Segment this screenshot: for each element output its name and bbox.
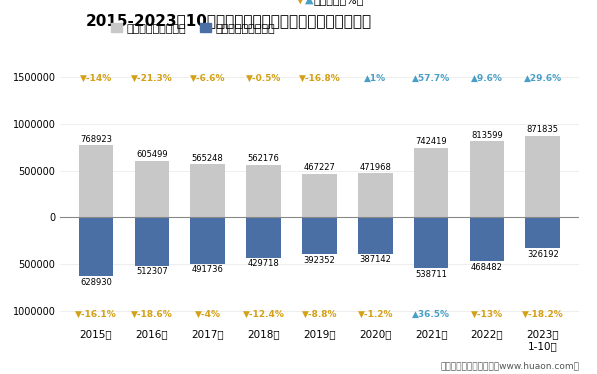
Text: ▼-16.1%: ▼-16.1% — [75, 310, 117, 319]
Bar — [134, 161, 169, 217]
Bar — [134, 217, 169, 266]
Text: 871835: 871835 — [527, 125, 559, 134]
Text: 742419: 742419 — [416, 137, 447, 146]
Bar — [246, 165, 281, 217]
Bar — [525, 136, 560, 217]
Text: ▼-0.5%: ▼-0.5% — [246, 74, 281, 83]
Text: ▼-1.2%: ▼-1.2% — [358, 310, 393, 319]
Text: 468482: 468482 — [471, 263, 503, 272]
Legend: 出口总额（万美元）, 进口总额（万美元）: 出口总额（万美元）, 进口总额（万美元） — [107, 19, 279, 38]
Text: ▼-8.8%: ▼-8.8% — [301, 310, 337, 319]
Text: 628930: 628930 — [80, 278, 112, 287]
Text: 562176: 562176 — [248, 154, 279, 163]
Text: 768923: 768923 — [80, 135, 112, 144]
Bar — [414, 217, 448, 268]
Text: ▲9.6%: ▲9.6% — [471, 74, 503, 83]
Text: ▲: ▲ — [304, 0, 313, 4]
Text: ▼-18.2%: ▼-18.2% — [522, 310, 564, 319]
Text: ▼-6.6%: ▼-6.6% — [190, 74, 226, 83]
Bar — [414, 148, 448, 217]
Text: ▲57.7%: ▲57.7% — [412, 74, 450, 83]
Text: ▼-18.6%: ▼-18.6% — [131, 310, 173, 319]
Bar — [190, 165, 225, 217]
Text: 制图：华经产业研究院（www.huaon.com）: 制图：华经产业研究院（www.huaon.com） — [440, 361, 579, 370]
Text: 538711: 538711 — [415, 270, 447, 279]
Text: 2015-2023年10月河北省外商投资企业进、出口额统计图: 2015-2023年10月河北省外商投资企业进、出口额统计图 — [86, 14, 372, 29]
Text: 471968: 471968 — [359, 163, 391, 172]
Bar — [246, 217, 281, 258]
Bar — [470, 141, 504, 217]
Bar — [190, 217, 225, 264]
Text: 565248: 565248 — [192, 154, 223, 163]
Bar — [358, 173, 393, 217]
Bar — [79, 145, 113, 217]
Text: 467227: 467227 — [303, 163, 336, 172]
Text: 512307: 512307 — [136, 267, 168, 276]
Text: ▼-14%: ▼-14% — [80, 74, 112, 83]
Bar — [470, 217, 504, 261]
Text: ▲1%: ▲1% — [364, 74, 386, 83]
Text: 392352: 392352 — [303, 256, 336, 265]
Text: ▼-16.8%: ▼-16.8% — [298, 74, 340, 83]
Text: 813599: 813599 — [471, 131, 503, 140]
Text: ▲36.5%: ▲36.5% — [412, 310, 450, 319]
Text: ▼-12.4%: ▼-12.4% — [242, 310, 285, 319]
Bar — [525, 217, 560, 248]
Text: ▼: ▼ — [296, 0, 304, 4]
Text: 429718: 429718 — [248, 260, 279, 269]
Bar — [358, 217, 393, 254]
Bar — [302, 174, 337, 217]
Text: ▼-21.3%: ▼-21.3% — [131, 74, 173, 83]
Text: ▼-13%: ▼-13% — [471, 310, 503, 319]
Bar — [79, 217, 113, 276]
Bar — [302, 217, 337, 254]
Text: 491736: 491736 — [192, 265, 224, 274]
Text: 326192: 326192 — [527, 250, 559, 259]
Text: 同比增速（%）: 同比增速（%） — [313, 0, 364, 4]
Text: 387142: 387142 — [359, 255, 391, 264]
Text: 605499: 605499 — [136, 150, 168, 159]
Text: ▲29.6%: ▲29.6% — [524, 74, 562, 83]
Text: ▼-4%: ▼-4% — [195, 310, 221, 319]
